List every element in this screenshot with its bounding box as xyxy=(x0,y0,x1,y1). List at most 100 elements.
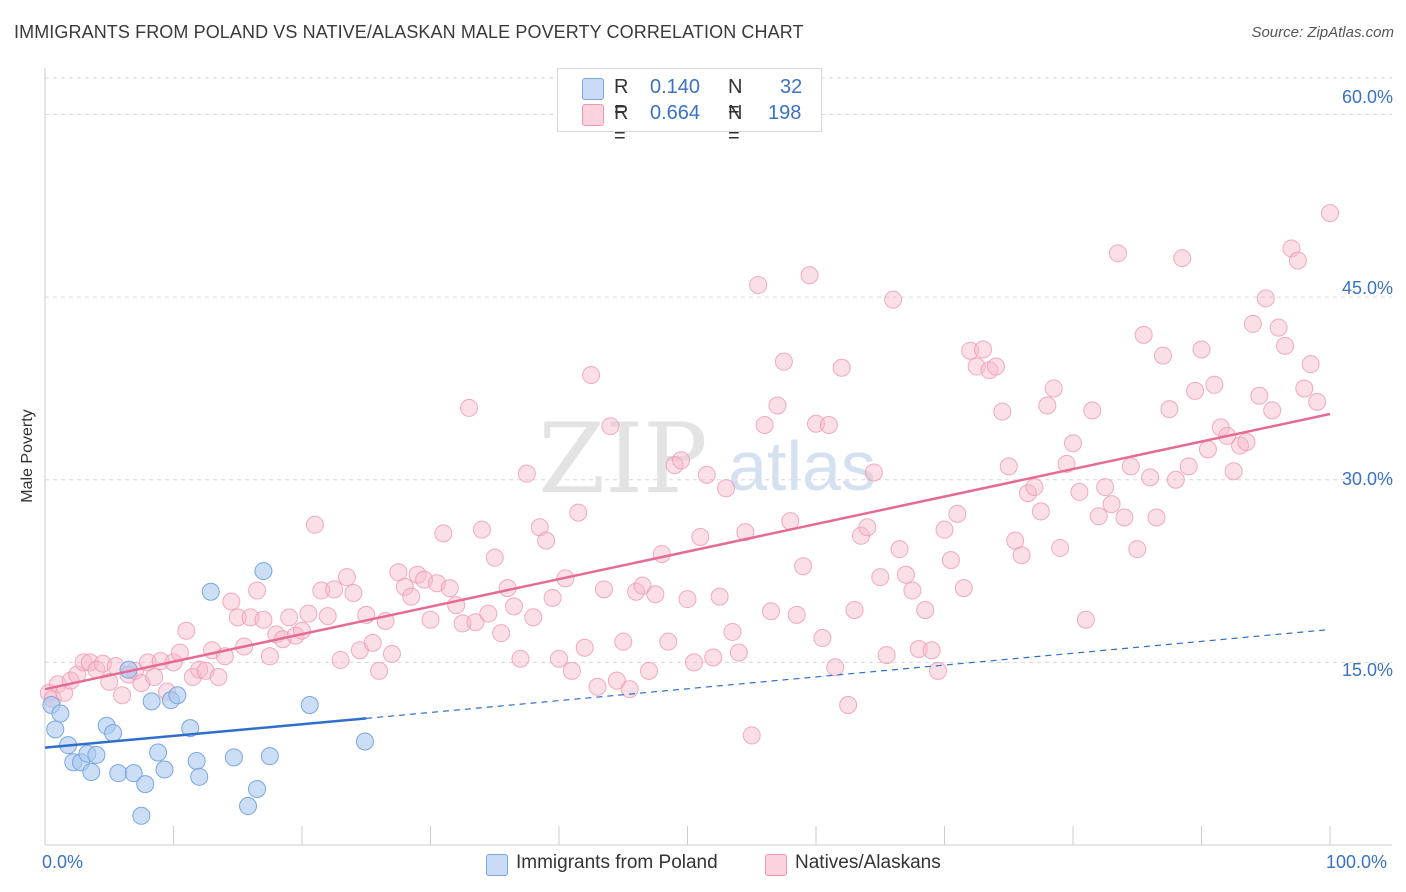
poland-point xyxy=(181,719,200,738)
natives-point xyxy=(1031,502,1050,521)
natives-point xyxy=(1083,401,1102,420)
natives-point xyxy=(453,614,472,633)
natives-point xyxy=(723,622,742,641)
natives-point xyxy=(505,597,524,616)
natives-point xyxy=(774,352,793,371)
natives-point xyxy=(762,602,781,621)
natives-point xyxy=(884,290,903,309)
natives-point xyxy=(678,590,697,609)
natives-point xyxy=(839,695,858,714)
natives-point xyxy=(961,341,980,360)
y-tick-15: 15.0% xyxy=(1341,660,1393,680)
natives-point xyxy=(1102,495,1121,514)
natives-point xyxy=(614,632,633,651)
immigrants-poland-points xyxy=(42,562,374,825)
natives-point xyxy=(1051,538,1070,557)
natives-point xyxy=(813,629,832,648)
natives-point xyxy=(562,661,581,680)
poland-trend-line xyxy=(44,717,367,749)
natives-point xyxy=(736,523,755,542)
chart-title: IMMIGRANTS FROM POLAND VS NATIVE/ALASKAN… xyxy=(14,22,804,42)
natives-point xyxy=(460,398,479,417)
poland-point xyxy=(201,582,220,601)
bottom-legend-label-poland: Immigrants from Poland xyxy=(516,852,718,873)
grid-lines xyxy=(45,77,1392,663)
natives-point xyxy=(434,524,453,543)
legend-r-label: R = xyxy=(614,102,629,147)
natives-point xyxy=(472,520,491,539)
natives-point xyxy=(1121,457,1140,476)
chart-source: Source: ZipAtlas.com xyxy=(1251,24,1394,41)
legend-swatch-poland xyxy=(582,78,604,100)
natives-point xyxy=(402,587,421,606)
natives-point xyxy=(787,605,806,624)
natives-point xyxy=(1108,244,1127,263)
natives-point xyxy=(826,658,845,677)
poland-point xyxy=(136,775,155,794)
poland-point xyxy=(355,732,374,751)
natives-point xyxy=(755,415,774,434)
poland-point xyxy=(51,704,70,723)
natives-point xyxy=(550,649,568,668)
natives-point xyxy=(986,357,1005,376)
natives-point xyxy=(1308,392,1327,411)
poland-point xyxy=(124,764,143,783)
natives-point xyxy=(594,580,613,599)
natives-point xyxy=(363,633,382,652)
natives-point xyxy=(800,266,819,285)
natives-point xyxy=(479,604,498,623)
natives-point xyxy=(993,402,1012,421)
natives-point xyxy=(864,463,883,482)
poland-point xyxy=(82,762,101,781)
natives-point xyxy=(903,581,922,600)
poland-point xyxy=(224,748,243,767)
natives-point xyxy=(318,607,337,626)
poland-point xyxy=(87,745,106,764)
natives-point xyxy=(517,464,536,483)
natives-point xyxy=(794,557,813,576)
natives-point xyxy=(1070,482,1089,501)
natives-point xyxy=(922,641,941,660)
natives-point xyxy=(280,608,299,627)
natives-point xyxy=(145,667,164,686)
natives-point xyxy=(537,531,556,550)
natives-point xyxy=(80,653,99,672)
y-tick-45: 45.0% xyxy=(1341,278,1393,298)
natives-point xyxy=(639,661,658,680)
natives-point xyxy=(1025,478,1044,497)
natives-point xyxy=(607,671,626,690)
natives-point xyxy=(1288,251,1307,270)
natives-point xyxy=(832,358,851,377)
natives-point xyxy=(588,677,607,696)
y-tick-60: 60.0% xyxy=(1341,87,1393,107)
natives-point xyxy=(652,545,671,564)
poland-point xyxy=(46,720,65,739)
poland-point xyxy=(248,779,267,798)
bottom-legend-swatch-poland xyxy=(486,854,508,876)
natives-point xyxy=(1224,462,1243,481)
poland-point xyxy=(149,743,168,762)
natives-point xyxy=(1243,314,1262,333)
natives-point xyxy=(710,587,729,606)
natives-point xyxy=(1134,325,1153,344)
natives-point xyxy=(524,608,543,627)
natives-point xyxy=(871,568,890,587)
natives-point xyxy=(672,451,691,470)
watermark-zip: ZIP xyxy=(538,403,707,515)
legend-r-value: 0.664 xyxy=(650,102,701,124)
bottom-legend-label-natives: Natives/Alaskans xyxy=(795,852,941,873)
natives-point xyxy=(819,415,838,434)
natives-point xyxy=(1128,540,1147,559)
natives-point xyxy=(1160,400,1179,419)
natives-point xyxy=(569,503,588,522)
natives-point xyxy=(228,608,247,627)
legend-n-label: N = xyxy=(728,102,743,147)
natives-point xyxy=(858,518,877,537)
legend-n-value: 32 xyxy=(780,76,803,98)
natives-point xyxy=(941,551,960,570)
natives-point xyxy=(1256,289,1275,308)
trend-lines xyxy=(44,412,1331,749)
natives-point xyxy=(382,644,401,663)
watermark: ZIP atlas xyxy=(538,403,876,515)
